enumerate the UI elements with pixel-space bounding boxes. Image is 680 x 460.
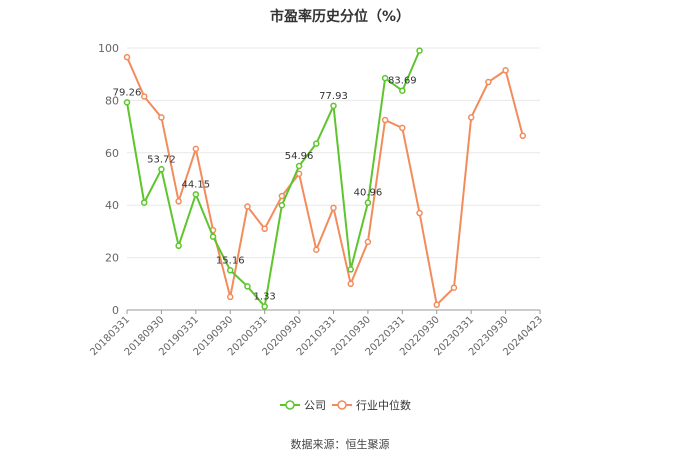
data-point xyxy=(347,280,354,288)
data-point xyxy=(330,102,337,110)
data-point xyxy=(330,204,337,212)
y-tick-label: 100 xyxy=(98,42,119,55)
data-point xyxy=(261,303,268,310)
data-point xyxy=(227,267,234,274)
data-point xyxy=(381,116,389,124)
data-label: 83.69 xyxy=(388,76,417,87)
data-label: 79.26 xyxy=(113,87,142,98)
chart-title: 市盈率历史分位（%） xyxy=(269,9,411,25)
series-industry-median xyxy=(123,53,527,309)
data-point xyxy=(123,53,131,61)
legend-label: 公司 xyxy=(304,399,326,412)
data-label: 40.96 xyxy=(354,188,383,199)
data-point xyxy=(364,199,372,206)
series-line xyxy=(126,56,524,307)
data-source-note: 数据来源：恒生聚源 xyxy=(290,438,390,451)
legend-item-industry-median: 行业中位数 xyxy=(332,398,411,412)
y-tick-label: 80 xyxy=(105,94,119,107)
data-point xyxy=(295,162,303,170)
data-point xyxy=(381,74,389,82)
data-point xyxy=(313,140,320,147)
data-label: 15.16 xyxy=(216,255,245,266)
data-point xyxy=(227,293,234,301)
data-point xyxy=(519,132,527,140)
data-point xyxy=(485,78,492,86)
data-point xyxy=(278,201,286,209)
data-point xyxy=(192,191,200,198)
data-point xyxy=(278,192,286,200)
data-point xyxy=(175,242,182,250)
data-point xyxy=(244,203,251,210)
data-point xyxy=(140,93,148,100)
legend-label: 行业中位数 xyxy=(356,398,411,412)
data-point xyxy=(433,301,440,309)
data-point xyxy=(158,166,165,173)
data-label: 53.72 xyxy=(147,154,176,165)
data-label: 54.96 xyxy=(285,151,314,162)
data-point xyxy=(416,209,423,217)
data-point xyxy=(244,283,251,290)
data-label: 77.93 xyxy=(319,91,348,102)
data-point xyxy=(416,47,423,54)
legend-marker-icon xyxy=(285,400,295,410)
y-tick-label: 20 xyxy=(105,252,119,265)
data-label: 1.33 xyxy=(254,292,276,303)
data-point xyxy=(175,198,182,205)
data-point xyxy=(450,284,458,291)
legend-marker-icon xyxy=(337,400,347,410)
series-company: 79.26 53.72 44.15 15.16 1.33 54.96 77.93 40.96 8… xyxy=(113,47,423,310)
data-point xyxy=(399,87,406,94)
data-label: 44.15 xyxy=(182,179,211,190)
data-point xyxy=(502,67,509,74)
y-tick-label: 40 xyxy=(105,199,119,212)
data-point xyxy=(209,233,217,240)
data-point xyxy=(192,145,200,153)
y-tick-label: 60 xyxy=(105,147,119,160)
data-point xyxy=(364,238,372,246)
data-point xyxy=(347,266,354,273)
data-point xyxy=(467,114,475,121)
data-point xyxy=(158,114,165,121)
data-point xyxy=(123,99,131,106)
series-line xyxy=(126,50,421,309)
data-point xyxy=(399,124,406,132)
data-point xyxy=(261,225,268,233)
y-tick-label: 0 xyxy=(112,304,119,317)
data-point xyxy=(140,199,148,206)
data-point xyxy=(313,246,320,253)
legend-item-company: 公司 xyxy=(280,399,326,412)
